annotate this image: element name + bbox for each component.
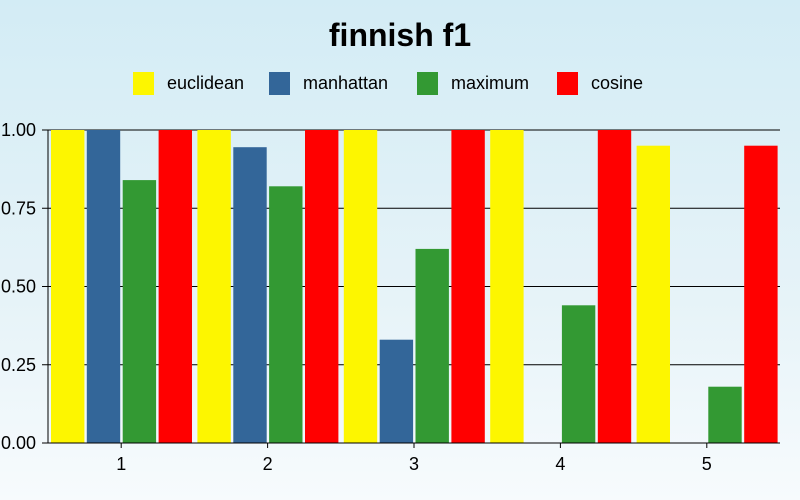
bar-cosine-2: [305, 130, 339, 443]
x-tick-label: 2: [263, 454, 273, 474]
bar-euclidean-2: [197, 130, 231, 443]
bar-maximum-4: [561, 305, 596, 443]
y-tick-label: 0.25: [1, 355, 36, 375]
legend-swatch-maximum: [417, 72, 438, 95]
bar-cosine-3: [451, 130, 485, 443]
legend: euclidean manhattan maximum cosine: [133, 72, 643, 95]
y-tick-label: 0.00: [1, 433, 36, 453]
bar-manhattan-2: [233, 147, 267, 443]
bar-euclidean-1: [51, 130, 85, 443]
legend-swatch-manhattan: [269, 72, 290, 95]
bar-maximum-5: [708, 386, 742, 443]
legend-label-manhattan: manhattan: [303, 73, 388, 93]
bars: [51, 130, 778, 444]
chart-title: finnish f1: [329, 17, 471, 53]
bar-maximum-1: [122, 180, 157, 443]
bar-euclidean-5: [636, 145, 670, 443]
y-tick-label: 1.00: [1, 120, 36, 140]
legend-label-maximum: maximum: [451, 73, 529, 93]
axes: [47, 130, 780, 448]
bar-euclidean-4: [490, 130, 524, 443]
bar-cosine-1: [158, 130, 192, 443]
bar-maximum-2: [269, 186, 303, 444]
legend-swatch-cosine: [557, 72, 578, 95]
bar-euclidean-3: [343, 130, 378, 443]
bar-cosine-4: [597, 130, 632, 443]
x-tick-labels: 1 2 3 4 5: [116, 454, 712, 474]
bar-cosine-5: [744, 145, 778, 443]
bar-maximum-3: [415, 248, 449, 443]
bar-manhattan-3: [379, 339, 414, 443]
x-tick-label: 3: [409, 454, 419, 474]
x-tick-label: 4: [555, 454, 565, 474]
x-tick-label: 1: [116, 454, 126, 474]
legend-label-cosine: cosine: [591, 73, 643, 93]
y-tick-label: 0.50: [1, 277, 36, 297]
legend-swatch-euclidean: [133, 72, 154, 95]
y-tick-labels: 0.00 0.25 0.50 0.75 1.00: [1, 120, 36, 453]
bar-manhattan-1: [86, 130, 121, 443]
y-tick-label: 0.75: [1, 198, 36, 218]
legend-label-euclidean: euclidean: [167, 73, 244, 93]
x-tick-label: 5: [702, 454, 712, 474]
